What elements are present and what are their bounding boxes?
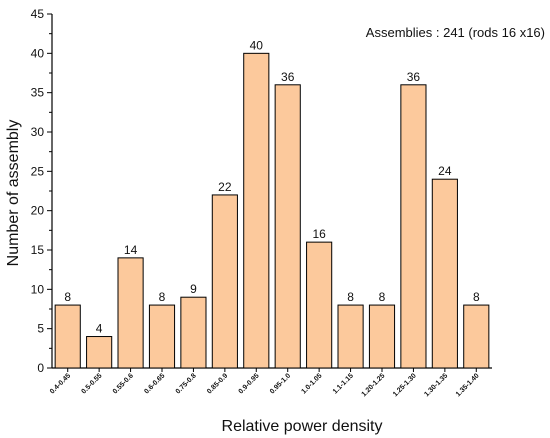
- data-label: 8: [64, 290, 71, 304]
- x-axis: 0.4-0.45 0.5-0.55 0.55-0.6 0.6-0.65 0.75-0.8…: [49, 367, 492, 398]
- bar-1.35-1.40: [463, 304, 490, 369]
- data-labels-group: 8 4 14 8 9 22 40 36 16 8 8 36 24 8: [64, 38, 480, 335]
- y-tick-label: 15: [31, 243, 45, 257]
- data-label: 4: [96, 322, 103, 336]
- bar-1.25-1.30: [400, 84, 427, 369]
- data-label: 8: [473, 290, 480, 304]
- data-label: 14: [124, 243, 138, 257]
- bar-0.95-1.0: [274, 84, 301, 369]
- chart-annotation: Assemblies : 241 (rods 16 x16): [366, 25, 545, 40]
- x-tick-label: 0.85-0.9: [206, 372, 229, 395]
- data-label: 16: [312, 227, 326, 241]
- x-axis-title: Relative power density: [222, 418, 383, 435]
- y-tick-label: 35: [31, 86, 45, 100]
- bar-0.9-0.95: [243, 52, 270, 369]
- x-tick-label: 0.4-0.45: [49, 372, 72, 395]
- y-tick-label: 20: [31, 204, 45, 218]
- data-label: 24: [438, 164, 452, 178]
- x-tick-label: 1.20-1.25: [361, 372, 387, 398]
- y-axis: 0 5 10 15 20 25 30 35 40 45: [31, 7, 53, 375]
- data-label: 40: [250, 38, 264, 52]
- bar-1.1-1.15: [337, 304, 364, 369]
- y-tick-label: 0: [37, 361, 44, 375]
- bar-0.85-0.9: [211, 194, 238, 369]
- data-label: 8: [379, 290, 386, 304]
- y-tick-label: 5: [37, 322, 44, 336]
- data-label: 9: [190, 282, 197, 296]
- x-tick-label: 1.1-1.15: [332, 372, 355, 395]
- y-tick-label: 45: [31, 7, 45, 21]
- y-tick-label: 40: [31, 46, 45, 60]
- bar-1.0-1.05: [306, 241, 333, 369]
- bar-0.4-0.45: [54, 304, 81, 369]
- data-label: 36: [407, 70, 421, 84]
- data-label: 22: [218, 180, 232, 194]
- x-tick-label: 1.30-1.35: [423, 372, 449, 398]
- bars-group: [54, 52, 490, 369]
- x-tick-label: 1.0-1.05: [300, 372, 323, 395]
- y-axis-title: Number of assembly: [5, 120, 22, 267]
- data-label: 8: [347, 290, 354, 304]
- x-tick-label: 1.35-1.40: [455, 372, 481, 398]
- x-tick-label: 0.55-0.6: [112, 372, 135, 395]
- x-tick-label: 0.6-0.65: [143, 372, 166, 395]
- bar-0.5-0.55: [86, 336, 113, 369]
- x-tick-label: 1.25-1.30: [392, 372, 418, 398]
- x-tick-label: 0.5-0.55: [80, 372, 103, 395]
- bar-0.75-0.8: [180, 296, 207, 369]
- x-tick-label: 0.95-1.0: [269, 372, 292, 395]
- bar-1.20-1.25: [368, 304, 396, 369]
- data-label: 36: [281, 70, 295, 84]
- y-tick-label: 10: [31, 282, 45, 296]
- bar-0.6-0.65: [148, 304, 176, 369]
- y-tick-label: 30: [31, 125, 45, 139]
- bar-0.55-0.6: [117, 257, 144, 369]
- y-tick-label: 25: [31, 164, 45, 178]
- x-tick-label: 0.75-0.8: [175, 372, 198, 395]
- bar-1.30-1.35: [431, 178, 458, 369]
- data-label: 8: [159, 290, 166, 304]
- x-tick-label: 0.9-0.95: [238, 372, 261, 395]
